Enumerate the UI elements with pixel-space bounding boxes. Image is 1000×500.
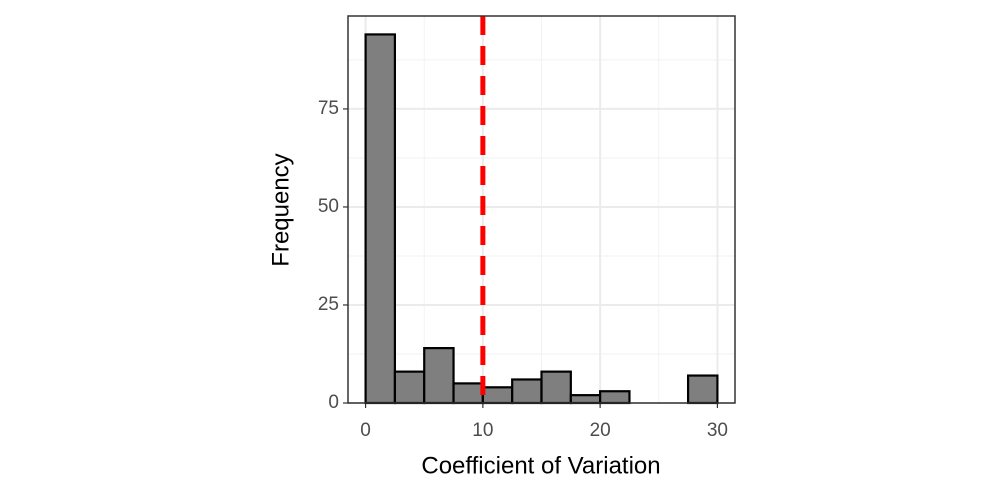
bar bbox=[481, 386, 514, 405]
y-tick-label: 75 bbox=[318, 98, 339, 119]
bar bbox=[393, 370, 426, 405]
x-tick-label: 10 bbox=[472, 420, 493, 441]
x-tick-label: 20 bbox=[590, 420, 611, 441]
x-axis-title: Coefficient of Variation bbox=[421, 452, 660, 479]
y-tick-label: 50 bbox=[318, 196, 339, 217]
bar bbox=[686, 374, 719, 405]
bar bbox=[599, 390, 631, 405]
panel-border bbox=[347, 15, 736, 404]
x-tick-label: 0 bbox=[360, 420, 371, 441]
bar bbox=[569, 394, 602, 405]
bar bbox=[364, 33, 397, 405]
bar bbox=[452, 382, 484, 405]
bar bbox=[423, 347, 455, 405]
y-tick-label: 25 bbox=[318, 294, 339, 315]
bar bbox=[540, 370, 572, 405]
y-tick-label: 0 bbox=[328, 392, 339, 413]
bar bbox=[511, 378, 543, 405]
x-tick-label: 30 bbox=[707, 420, 728, 441]
y-axis-title: Frequency bbox=[267, 153, 294, 266]
